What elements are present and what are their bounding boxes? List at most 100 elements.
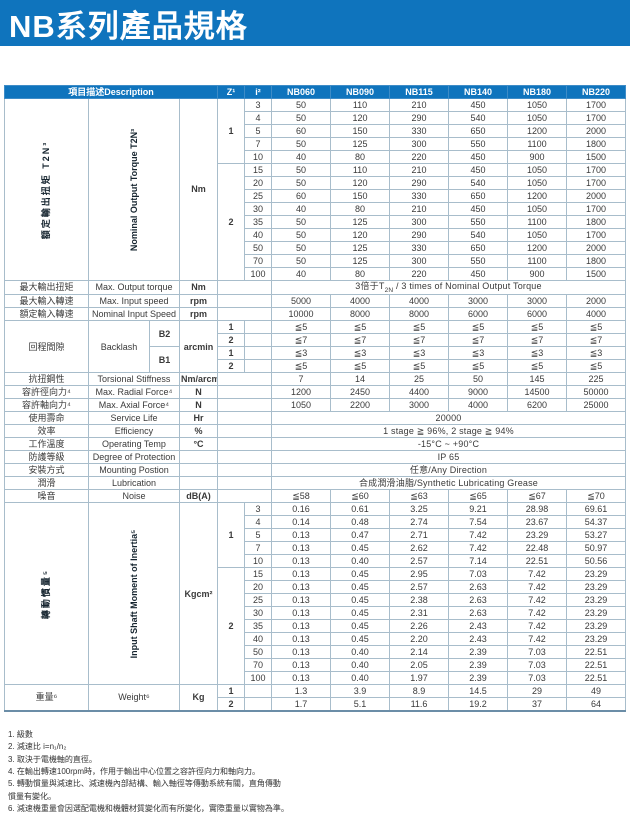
unit-cell: Hr: [178, 411, 219, 426]
inertia-row: 40 0.13 0.45 2.20 2.43 7.42 23.29: [4, 632, 626, 647]
weight-row: 重量⁶ Weight⁶ Kg 1 1.3 3.9 8.9 14.5 29 49: [3, 684, 626, 712]
value-cell: 1050: [507, 202, 567, 216]
value-cell: 450: [448, 98, 508, 112]
value-cell: 650: [448, 241, 508, 255]
value-cell: 210: [389, 98, 449, 112]
value-cell: 330: [389, 189, 449, 203]
subscript-text: 2N: [384, 286, 394, 294]
value-cell: 1050: [507, 163, 567, 177]
value-cell: 7.42: [507, 567, 567, 582]
ratio-cell: 30: [244, 202, 272, 216]
z-cell: 2: [217, 697, 245, 712]
value-cell: 64: [566, 697, 626, 712]
ratio-cell: 7: [244, 541, 272, 556]
ratio-empty-cell: [244, 320, 272, 335]
value-cell: 1050: [507, 98, 567, 112]
spec-en-label: Max. Axial Force⁴: [87, 398, 180, 413]
value-cell: 60: [271, 124, 331, 138]
value-cell: 23.29: [566, 593, 626, 608]
footnote: 6. 減速機重量會因選配電機和機體材質變化而有所變化，實際重量以實物為準。: [8, 804, 289, 814]
vertical-label-text: 額定輸出扭矩 T2N³: [41, 140, 52, 239]
value-cell: 650: [448, 189, 508, 203]
spec-row: 最大輸出扭矩 Max. Output torque Nm 3倍于T2N / 3 tim…: [3, 279, 626, 296]
value-cell: 2200: [330, 398, 390, 413]
value-cell: 0.40: [330, 658, 390, 673]
value-cell: 9000: [448, 385, 508, 400]
value-cell: 40: [271, 267, 331, 281]
col-header-model: NB115: [389, 85, 449, 99]
value-cell: 0.13: [271, 632, 331, 647]
inertia-row: 50 0.13 0.40 2.14 2.39 7.03 22.51: [4, 645, 626, 660]
value-cell: ≦5: [448, 320, 508, 335]
value-cell: 2.43: [448, 632, 508, 647]
torque-en-label: Nominal Output Torque T2N³: [87, 98, 180, 281]
value-cell: 50.56: [566, 554, 626, 569]
value-cell: 50: [271, 163, 331, 177]
ratio-empty-cell: [244, 684, 272, 699]
spec-row: 容許徑向力⁴ Max. Radial Force⁴ N 1200 2450 4400 900…: [3, 385, 626, 400]
merged-value-cell: 3倍于T2N / 3 times of Nominal Output Torqu…: [271, 279, 626, 296]
value-cell: 145: [507, 372, 567, 387]
value-cell: 550: [448, 254, 508, 268]
value-cell: 4000: [330, 294, 390, 309]
ratio-cell: 7: [244, 137, 272, 151]
spec-en-label: Max. Output torque: [87, 279, 180, 296]
value-cell: 23.67: [507, 515, 567, 530]
value-cell: 22.51: [507, 554, 567, 569]
value-cell: ≦5: [330, 359, 390, 374]
value-cell: ≦5: [448, 359, 508, 374]
unit-cell: Kgcm²: [178, 502, 219, 686]
value-cell: ≦60: [330, 489, 390, 504]
value-cell: 1100: [507, 215, 567, 229]
ratio-cell: 70: [244, 658, 272, 673]
value-cell: 0.45: [330, 541, 390, 556]
value-cell: ≦5: [271, 359, 331, 374]
col-header-model: NB140: [448, 85, 508, 99]
value-cell: 2.57: [389, 580, 449, 595]
value-cell: 0.45: [330, 567, 390, 582]
zi-empty-cell: [217, 398, 272, 413]
ratio-cell: 70: [244, 254, 272, 268]
value-cell: 220: [389, 267, 449, 281]
value-cell: ≦5: [507, 320, 567, 335]
value-cell: 1.97: [389, 671, 449, 686]
spec-en-label: Efficiency: [87, 424, 180, 439]
footnote: 2. 減速比 i=n₁/n₂: [8, 742, 67, 752]
value-cell: 29: [507, 684, 567, 699]
text-part: / 3 times of Nominal Output Torque: [393, 281, 542, 291]
value-cell: 6200: [507, 398, 567, 413]
ratio-cell: 20: [244, 176, 272, 190]
ratio-cell: 4: [244, 111, 272, 125]
backlash-row: B1 1 ≦3 ≦3 ≦3 ≦3 ≦3 ≦3: [4, 346, 626, 374]
value-cell: 0.13: [271, 593, 331, 608]
unit-cell: °C: [178, 437, 219, 452]
value-cell: 14500: [507, 385, 567, 400]
value-cell: 50000: [566, 385, 626, 400]
value-cell: 125: [330, 137, 390, 151]
spec-row: 噪音 Noise dB(A) ≦58 ≦60 ≦63 ≦65 ≦67 ≦70: [3, 489, 626, 504]
merged-value-cell: 1 stage ≧ 96%, 2 stage ≧ 94%: [271, 424, 626, 439]
value-cell: 150: [330, 189, 390, 203]
value-cell: 22.51: [566, 671, 626, 686]
spec-zh-label: 最大輸入轉速: [3, 294, 89, 309]
value-cell: 1500: [566, 150, 626, 164]
value-cell: 225: [566, 372, 626, 387]
value-cell: 2.57: [389, 554, 449, 569]
spec-row: 最大輸入轉速 Max. Input speed rpm 5000 4000 4000 300…: [3, 294, 626, 309]
spec-zh-label: 安裝方式: [3, 463, 89, 478]
inertia-zh-label: 轉動慣量⁵: [3, 502, 89, 686]
value-cell: ≦3: [448, 346, 508, 361]
unit-cell: Nm: [178, 279, 219, 296]
value-cell: 14.5: [448, 684, 508, 699]
value-cell: 80: [330, 150, 390, 164]
value-cell: 125: [330, 215, 390, 229]
torque-row: 20 50 120 290 540 1050 1700: [4, 176, 626, 190]
value-cell: 22.51: [566, 645, 626, 660]
weight-row: 2 1.7 5.1 11.6 19.2 37 64: [4, 697, 626, 712]
value-cell: 1050: [507, 228, 567, 242]
value-cell: 2.63: [448, 593, 508, 608]
value-cell: 2000: [566, 124, 626, 138]
backlash-class-cell: B1: [148, 346, 180, 374]
value-cell: 0.13: [271, 541, 331, 556]
